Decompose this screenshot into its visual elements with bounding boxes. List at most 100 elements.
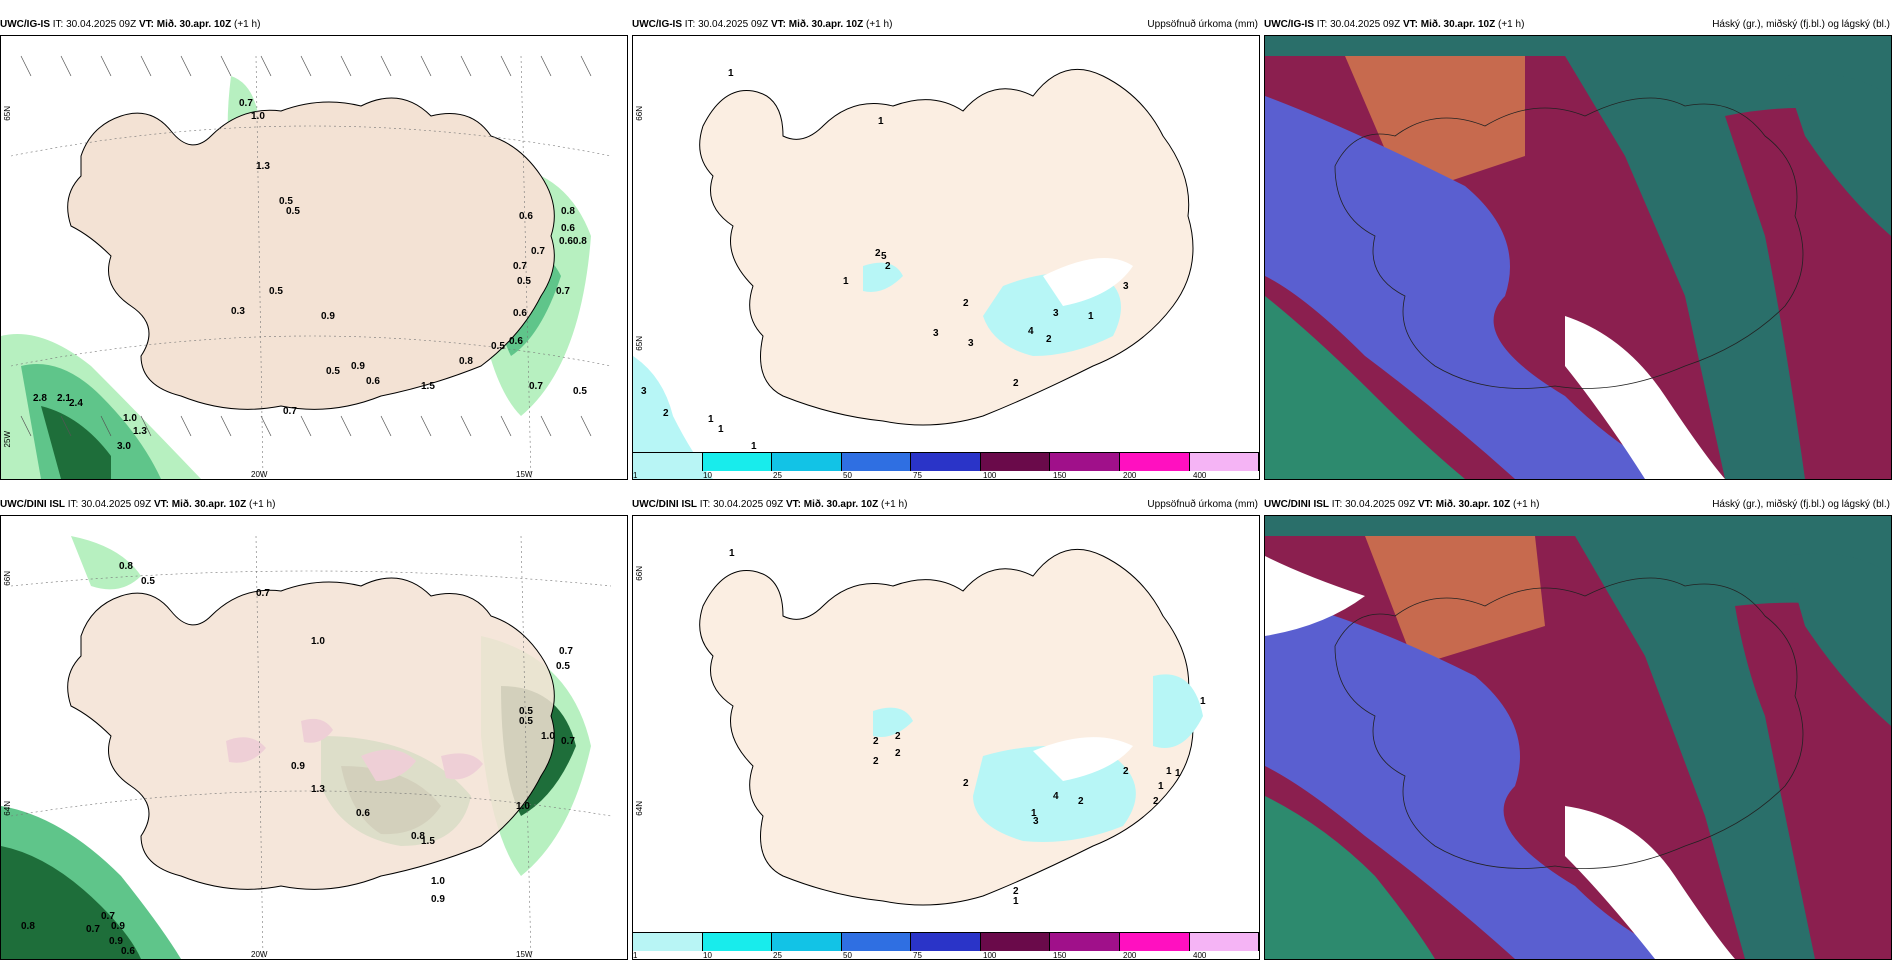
precip-value-label: 2 <box>1013 378 1019 389</box>
precip-value-label: 1.0 <box>431 876 445 887</box>
precip-value-label: 1.3 <box>256 161 270 172</box>
iceland-land <box>699 548 1194 906</box>
colorbar-segment <box>702 453 773 471</box>
precip-value-label: 1.3 <box>133 426 147 437</box>
colorbar-label: 50 <box>843 471 852 480</box>
colorbar-label: 1 <box>633 951 638 960</box>
precip-value-label: 0.5 <box>556 661 570 672</box>
colorbar-segment <box>772 453 842 471</box>
lon-label: 15W <box>516 950 533 959</box>
lead-time: (+1 h) <box>234 19 261 30</box>
forecast-row-ig-is: UWC/IG-IS IT: 30.04.2025 09Z VT: Mið. 30… <box>0 15 1900 480</box>
precip-value-label: 0.9 <box>111 921 125 932</box>
colorbar-label: 200 <box>1123 471 1137 480</box>
precip-value-label: 0.5 <box>326 366 340 377</box>
precip-value-label: 1.0 <box>123 413 137 424</box>
colorbar-segment <box>980 453 1051 471</box>
precip-value-label: 0.8 <box>21 921 35 932</box>
valid-time: VT: Mið. 30.apr. 10Z <box>770 19 864 30</box>
map-svg <box>1 535 612 959</box>
precip-value-label: 2 <box>885 261 891 272</box>
precip-value-label: 1 <box>718 424 724 435</box>
precip-value-label: 1 <box>728 68 734 79</box>
precip-value-label: 2 <box>963 298 969 309</box>
model-name: UWC/DINI ISL <box>0 499 65 510</box>
valid-time: VT: Mið. 30.apr. 10Z <box>153 499 247 510</box>
precip-value-label: 1 <box>1158 781 1164 792</box>
precip-value-label: 1 <box>1175 768 1181 779</box>
precip-shading <box>873 674 1203 842</box>
panel-header: UWC/IG-IS IT: 30.04.2025 09Z VT: Mið. 30… <box>1264 15 1892 35</box>
colorbar-segment <box>1119 933 1190 951</box>
precip-value-label: 0.5 <box>279 196 293 207</box>
precip-value-label: 2 <box>1013 886 1019 897</box>
precip-value-label: 0.7 <box>561 736 575 747</box>
valid-time: VT: Mið. 30.apr. 10Z <box>138 19 232 30</box>
valid-time: VT: Mið. 30.apr. 10Z <box>1417 499 1511 510</box>
precip-value-label: 0.9 <box>431 894 445 905</box>
colorbar-label: 100 <box>983 471 997 480</box>
colorbar-label: 10 <box>703 471 712 480</box>
precip-value-label: 0.7 <box>239 98 253 109</box>
precip-value-label: 1 <box>1200 696 1206 707</box>
map-area[interactable]: 66N 64N 20W 15W 0.8 0.5 0.7 1.0 0.5 0.7 0.5 1.0… <box>0 515 628 960</box>
panel-title: Háský (gr.), miðský (fj.bl.) og lágský (… <box>1712 499 1890 510</box>
map-area[interactable] <box>1264 35 1892 480</box>
precip-value-label: 1 <box>751 441 757 452</box>
graticule <box>10 55 612 479</box>
precip-value-label: 0.7 <box>86 924 100 935</box>
precip-value-label: 0.6 <box>356 808 370 819</box>
colorbar-segment <box>633 933 703 951</box>
precip-value-label: 0.7 <box>559 646 573 657</box>
iceland-outline <box>1334 577 1804 869</box>
precip-value-label: 0.5 <box>491 341 505 352</box>
colorbar-label: 100 <box>983 951 997 960</box>
precip-value-label: 1 <box>843 276 849 287</box>
precip-value-label: 0.6 <box>121 946 135 957</box>
lon-label: 15W <box>516 470 533 479</box>
colorbar-segment <box>1189 453 1259 471</box>
init-time: IT: 30.04.2025 09Z <box>699 499 784 510</box>
precip-value-label: 0.7 <box>529 381 543 392</box>
colorbar-segment <box>911 933 981 951</box>
precip-value-label: 0.7 <box>101 911 115 922</box>
precip-value-label: 0.5 <box>573 386 587 397</box>
precip-value-label: 2 <box>873 736 879 747</box>
map-svg <box>1 55 612 479</box>
forecast-row-dini-isl: UWC/DINI ISL IT: 30.04.2025 09Z VT: Mið.… <box>0 495 1900 960</box>
precip-value-label: 0.60.8 <box>559 236 587 247</box>
lat-label: 65N <box>3 106 12 121</box>
graticule <box>10 535 612 959</box>
lat-label: 66N <box>3 571 12 586</box>
precip-value-label: 0.6 <box>519 211 533 222</box>
colorbar-segment <box>702 933 773 951</box>
valid-time: VT: Mið. 30.apr. 10Z <box>785 499 879 510</box>
precip-value-label: 2 <box>895 731 901 742</box>
map-svg <box>1265 516 1891 959</box>
wind-barbs <box>20 55 592 437</box>
lead-time: (+1 h) <box>249 499 276 510</box>
colorbar-label: 400 <box>1193 951 1207 960</box>
init-time: IT: 30.04.2025 09Z <box>1316 19 1401 30</box>
precip-value-label: 1.5 <box>421 381 435 392</box>
colorbar-label: 25 <box>773 471 782 480</box>
map-svg <box>699 548 1203 906</box>
precip-value-label: 0.5 <box>141 576 155 587</box>
lon-label: 20W <box>251 470 268 479</box>
precip-value-label: 2 <box>963 778 969 789</box>
model-name: UWC/DINI ISL <box>1264 499 1329 510</box>
panel-header: UWC/DINI ISL IT: 30.04.2025 09Z VT: Mið.… <box>0 495 628 515</box>
colorbar-segment <box>1050 453 1120 471</box>
map-area[interactable] <box>1264 515 1892 960</box>
panel-header: UWC/DINI ISL IT: 30.04.2025 09Z VT: Mið.… <box>1264 495 1892 515</box>
map-area[interactable]: 65N 25W 20W 15W 0.7 1.0 1.3 0.5 0.5 0.6 0.8 0.6… <box>0 35 628 480</box>
precip-value-label: 0.5 <box>269 286 283 297</box>
precip-value-label: 2 <box>873 756 879 767</box>
precip-value-label: 1.0 <box>251 111 265 122</box>
colorbar-label: 150 <box>1053 951 1067 960</box>
cloud-cover-panel: UWC/IG-IS IT: 30.04.2025 09Z VT: Mið. 30… <box>1264 15 1892 480</box>
precip-wind-panel: UWC/DINI ISL IT: 30.04.2025 09Z VT: Mið.… <box>0 495 628 960</box>
